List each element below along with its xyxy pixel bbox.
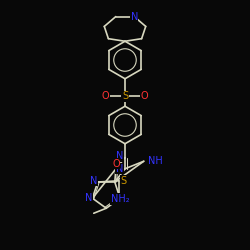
Text: N: N: [85, 193, 92, 203]
Text: S: S: [120, 176, 126, 186]
Text: NH: NH: [148, 156, 163, 166]
Text: NH₂: NH₂: [111, 194, 130, 204]
Text: N: N: [130, 12, 138, 22]
Text: O: O: [112, 159, 120, 169]
Text: N: N: [116, 151, 123, 161]
Text: O: O: [140, 91, 148, 101]
Text: S: S: [122, 91, 128, 101]
Text: N: N: [90, 176, 98, 186]
Text: O: O: [102, 91, 110, 101]
Text: N: N: [116, 164, 123, 174]
